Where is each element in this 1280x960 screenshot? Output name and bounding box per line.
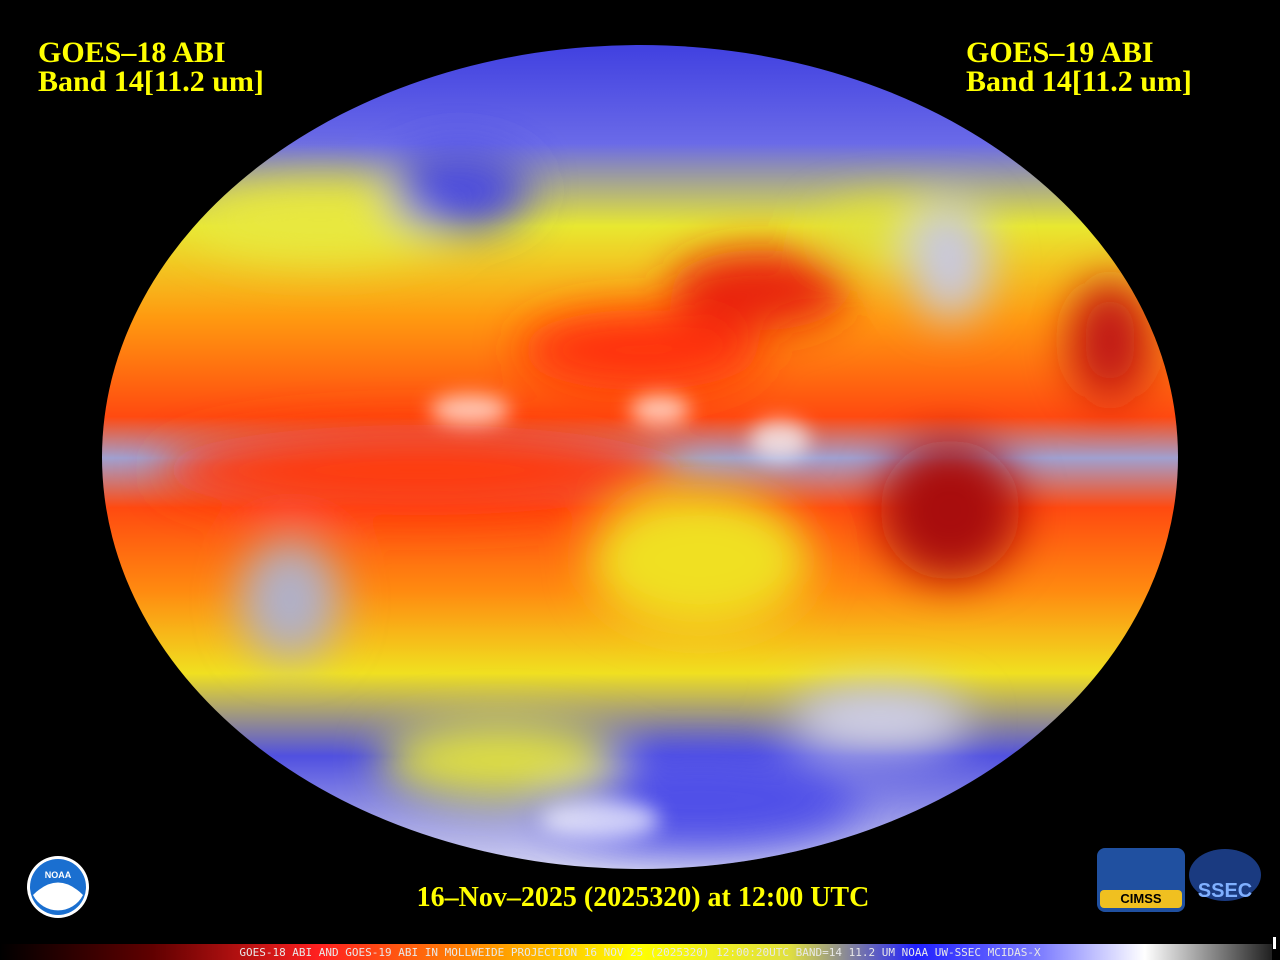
cimss-text: CIMSS [1120,891,1162,906]
cursor [1273,937,1276,949]
ssec-text: SSEC [1198,880,1252,902]
right-satellite: GOES–19 ABI [966,36,1154,69]
right-band: Band 14[11.2 um] [966,65,1192,98]
footer: GOES-18 ABI AND GOES-19 ABI IN MOLLWEIDE… [239,946,1041,959]
timestamp: 16–Nov–2025 (2025320) at 12:00 UTC [417,882,870,913]
noaa-text: NOAA [45,870,72,880]
noaa-logo: NOAA [27,856,89,918]
ssec-logo: SSEC [1189,849,1261,902]
color-bar [0,944,1272,960]
left-band: Band 14[11.2 um] [38,65,264,98]
left-satellite: GOES–18 ABI [38,36,226,69]
cimss-logo: CIMSS [1097,848,1185,912]
globe-image [102,45,1178,869]
